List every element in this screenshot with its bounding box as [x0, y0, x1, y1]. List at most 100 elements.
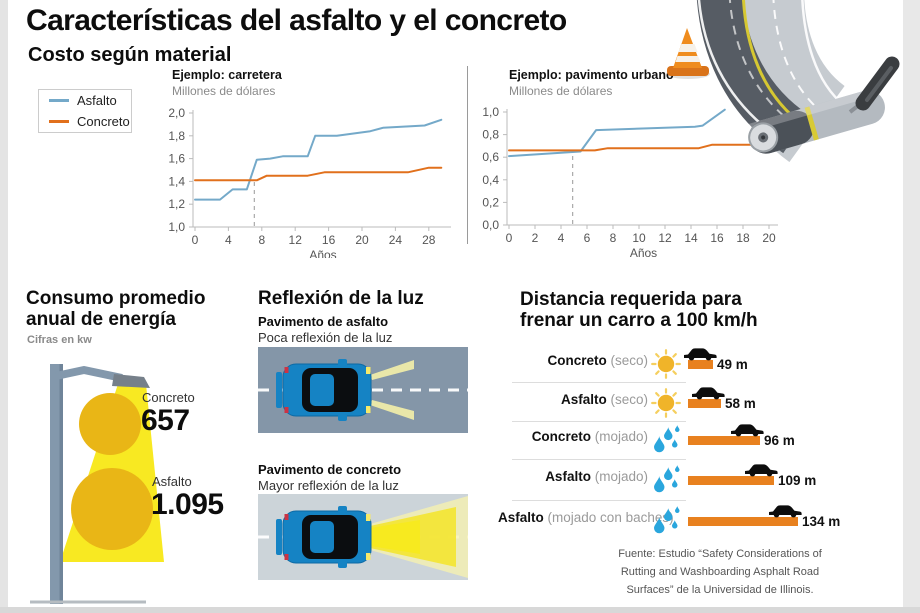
concrete-road-scene	[258, 494, 468, 580]
svg-text:Años: Años	[309, 248, 336, 258]
braking-title-line2: frenar un carro a 100 km/h	[520, 310, 758, 331]
svg-text:0,4: 0,4	[482, 173, 499, 187]
braking-distance-bar	[688, 436, 760, 445]
braking-title-line1: Distancia requerida para	[520, 289, 742, 310]
car-silhouette-icon	[744, 461, 778, 477]
svg-text:28: 28	[422, 233, 436, 247]
chart-carretera-subtitle: Millones de dólares	[172, 84, 276, 98]
source-line-2: Rutting and Washboarding Asphalt Road	[620, 566, 820, 578]
braking-value-label: 96 m	[764, 433, 795, 448]
sun-icon	[651, 388, 681, 418]
energy-concreto-label: Concreto	[142, 390, 195, 405]
source-note: Fuente: Estudio “Safety Considerations o…	[618, 545, 822, 599]
lamp-head	[112, 374, 150, 388]
chart-legend: Asfalto Concreto	[38, 89, 132, 133]
svg-text:4: 4	[225, 233, 232, 247]
concreto-line-swatch	[49, 120, 69, 123]
svg-text:0,2: 0,2	[482, 195, 499, 209]
energy-title-line2: anual de energía	[26, 309, 176, 330]
raindrops-icon	[651, 506, 681, 536]
cost-section-title: Costo según material	[28, 44, 232, 66]
lamp-arm	[55, 366, 123, 382]
svg-text:12: 12	[289, 233, 303, 247]
bottom-edge-strip	[0, 607, 920, 613]
energy-title-line1: Consumo promedio	[26, 288, 206, 309]
braking-distance-bar	[688, 360, 713, 369]
svg-text:0,6: 0,6	[482, 150, 499, 164]
svg-text:16: 16	[710, 231, 724, 245]
braking-row-label: Asfalto (mojado con baches)	[498, 510, 674, 525]
chart-urbano-subtitle: Millones de dólares	[509, 84, 613, 98]
svg-text:Años: Años	[630, 246, 657, 258]
raindrops-icon	[651, 425, 681, 455]
svg-text:8: 8	[258, 233, 265, 247]
car-top-view	[276, 359, 372, 421]
braking-row-label: Asfalto (seco)	[560, 392, 648, 407]
braking-value-label: 58 m	[725, 396, 756, 411]
source-line-3: Surfaces” de la Universidad de Illinois.	[626, 584, 814, 596]
braking-row-label: Concreto (seco)	[547, 353, 648, 368]
asfalto-energy-circle	[71, 468, 153, 550]
braking-value-label: 49 m	[717, 357, 748, 372]
svg-text:1,0: 1,0	[482, 105, 499, 119]
asphalt-road-scene	[258, 347, 468, 433]
car-silhouette-icon	[683, 345, 717, 361]
energy-subtitle: Cifras en kw	[27, 334, 92, 346]
right-edge-strip	[903, 0, 920, 613]
energy-concreto-value: 657	[141, 404, 190, 437]
legend-label-asfalto: Asfalto	[77, 93, 117, 108]
svg-text:20: 20	[762, 231, 776, 245]
legend-item-asfalto: Asfalto	[49, 93, 131, 108]
row-separator	[512, 421, 686, 422]
braking-distance-bar	[688, 476, 774, 485]
svg-text:0,8: 0,8	[482, 128, 499, 142]
braking-distance-bar	[688, 399, 721, 408]
concrete-panel-subtitle: Mayor reflexión de la luz	[258, 478, 399, 493]
concreto-energy-circle	[79, 393, 141, 455]
legend-label-concreto: Concreto	[77, 114, 130, 129]
legend-item-concreto: Concreto	[49, 114, 131, 129]
svg-text:0,0: 0,0	[482, 218, 499, 232]
traffic-cone-icon	[666, 28, 710, 79]
streetlight-illustration	[30, 364, 164, 604]
energy-asfalto-label: Asfalto	[152, 474, 192, 489]
road-roller-illustration	[666, 0, 900, 162]
left-edge-strip	[0, 0, 8, 613]
svg-text:16: 16	[322, 233, 336, 247]
row-separator	[512, 382, 686, 383]
chart-divider-line	[467, 66, 468, 244]
braking-value-label: 109 m	[778, 473, 817, 488]
braking-value-label: 134 m	[802, 514, 841, 529]
svg-text:2,0: 2,0	[168, 106, 185, 120]
braking-distance-bar	[688, 517, 798, 526]
car-silhouette-icon	[691, 384, 725, 400]
roller-cylinder	[745, 87, 885, 154]
svg-text:1,6: 1,6	[168, 152, 185, 166]
asphalt-panel-subtitle: Poca reflexión de la luz	[258, 330, 393, 345]
page-title: Características del asfalto y el concret…	[26, 4, 567, 37]
headlight-beam-small	[370, 360, 414, 420]
reflection-title: Reflexión de la luz	[258, 288, 424, 309]
row-separator	[512, 459, 686, 460]
line-chart-urbano: 0,0 0,2 0,4 0,6 0,8 1,0 0 2 4 6 8 10 12 14 16 18 20 Años	[482, 105, 778, 258]
svg-text:24: 24	[389, 233, 403, 247]
line-chart-carretera: 1,0 1,2 1,4 1,6 1,8 2,0 0 4 8 12 16 20 24 28 Años	[168, 106, 451, 258]
sun-icon	[651, 349, 681, 379]
concrete-panel-title: Pavimento de concreto	[258, 462, 402, 477]
svg-text:1,8: 1,8	[168, 129, 185, 143]
energy-asfalto-value: 1.095	[151, 488, 224, 521]
svg-text:20: 20	[355, 233, 369, 247]
svg-text:0: 0	[192, 233, 199, 247]
chart-carretera-title: Ejemplo: carretera	[172, 68, 282, 82]
svg-text:14: 14	[684, 231, 698, 245]
svg-text:0: 0	[506, 231, 513, 245]
asfalto-line-swatch	[49, 99, 69, 102]
svg-text:6: 6	[584, 231, 591, 245]
svg-text:12: 12	[658, 231, 672, 245]
row-separator	[512, 500, 686, 501]
car-silhouette-icon	[768, 502, 802, 518]
asphalt-panel-title: Pavimento de asfalto	[258, 314, 389, 329]
svg-text:8: 8	[610, 231, 617, 245]
source-line-1: Fuente: Estudio “Safety Considerations o…	[618, 548, 822, 560]
